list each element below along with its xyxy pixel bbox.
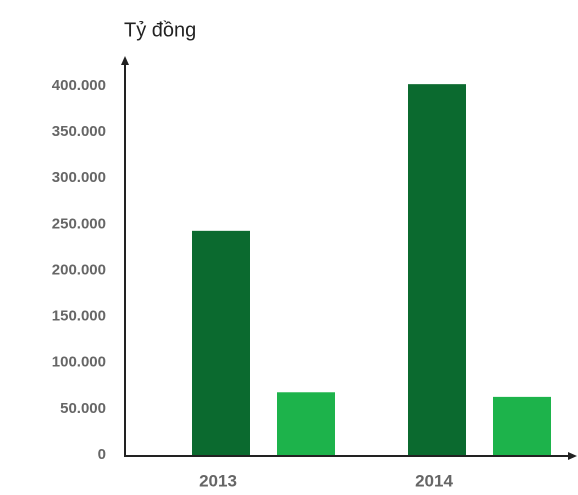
- y-tick-label: 100.000: [52, 354, 106, 371]
- y-tick-label: 200.000: [52, 261, 106, 278]
- y-tick-label: 0: [98, 446, 106, 463]
- bar: [277, 392, 335, 455]
- y-tick-label: 250.000: [52, 215, 106, 232]
- bar: [192, 230, 250, 455]
- y-axis-label: Tỷ đồng: [124, 19, 196, 41]
- y-axis-arrow: [121, 56, 129, 65]
- bar: [493, 396, 551, 455]
- x-axis-arrow: [568, 452, 577, 460]
- bar: [408, 84, 466, 455]
- y-tick-label: 150.000: [52, 308, 106, 325]
- x-tick-label: 2014: [415, 471, 453, 490]
- x-tick-label: 2013: [199, 471, 237, 490]
- y-tick-label: 400.000: [52, 77, 106, 94]
- y-tick-label: 300.000: [52, 169, 106, 186]
- y-tick-label: 350.000: [52, 123, 106, 140]
- y-tick-label: 50.000: [60, 400, 106, 417]
